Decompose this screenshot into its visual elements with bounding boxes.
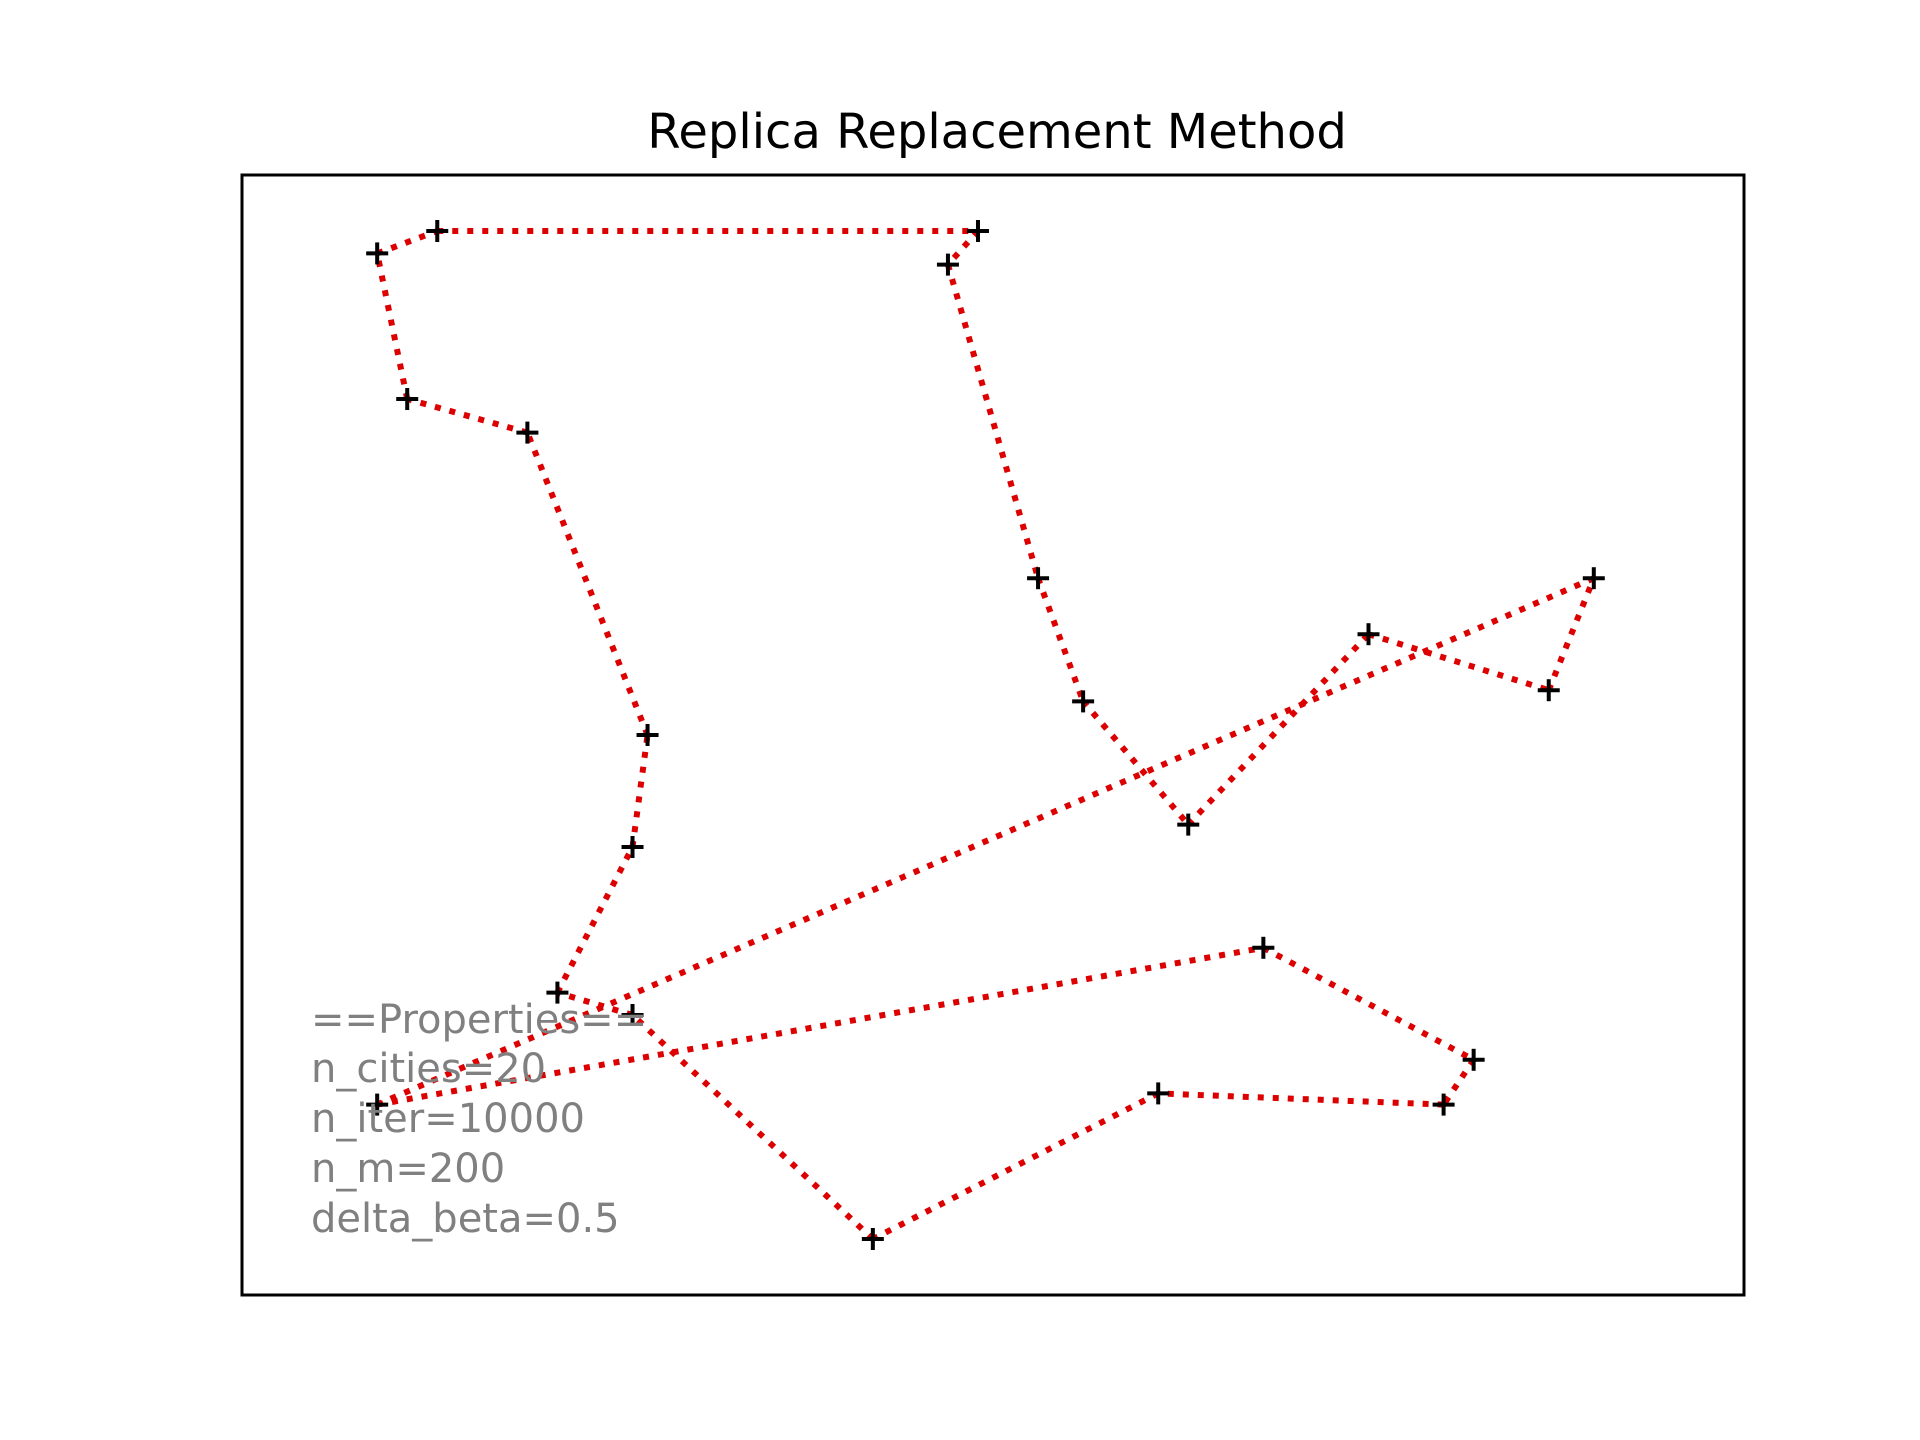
city-marker bbox=[1072, 690, 1095, 713]
tour-segment bbox=[1545, 577, 1597, 692]
tour-segment bbox=[1035, 577, 1086, 703]
tour-segment bbox=[556, 989, 634, 1018]
plot-area-frame bbox=[240, 173, 1746, 1297]
city-marker bbox=[426, 220, 449, 242]
tour-segment bbox=[554, 845, 636, 994]
tour-segment bbox=[406, 396, 529, 436]
city-marker bbox=[936, 253, 959, 276]
tour-path bbox=[374, 228, 1597, 1242]
city-marker bbox=[366, 242, 389, 265]
city-marker bbox=[1357, 623, 1380, 646]
tour-segment bbox=[630, 1012, 875, 1242]
tour-segment bbox=[629, 734, 651, 848]
tour-segment bbox=[1367, 631, 1550, 694]
property-n-iter: n_iter=10000 bbox=[311, 1096, 585, 1142]
city-marker bbox=[1177, 813, 1200, 836]
tour-segment bbox=[1080, 699, 1191, 827]
city-markers bbox=[366, 220, 1605, 1250]
properties-header: ==Properties== bbox=[311, 997, 647, 1043]
city-marker bbox=[1432, 1093, 1455, 1116]
city-marker bbox=[966, 220, 989, 242]
city-marker bbox=[546, 981, 569, 1004]
city-marker bbox=[1582, 567, 1605, 590]
city-marker bbox=[861, 1228, 884, 1250]
city-marker bbox=[1027, 567, 1050, 590]
city-marker bbox=[1252, 936, 1275, 959]
city-marker bbox=[621, 836, 644, 858]
property-delta-beta: delta_beta=0.5 bbox=[311, 1196, 620, 1242]
city-marker bbox=[636, 724, 659, 746]
chart-title: Replica Replacement Method bbox=[647, 104, 1347, 160]
tour-segment bbox=[524, 431, 651, 737]
city-marker bbox=[621, 1004, 644, 1026]
city-marker bbox=[366, 1093, 389, 1116]
tour-segment bbox=[1158, 1090, 1444, 1108]
city-marker bbox=[1147, 1082, 1170, 1105]
tour-segment bbox=[374, 252, 411, 400]
city-marker bbox=[396, 388, 419, 410]
city-marker bbox=[516, 421, 539, 444]
tour-segment bbox=[375, 575, 1595, 1108]
tour-segment bbox=[1261, 945, 1476, 1063]
properties-annotation: ==Properties== n_cities=20 n_iter=10000 … bbox=[311, 997, 647, 1242]
property-n-cities: n_cities=20 bbox=[311, 1046, 546, 1092]
city-marker bbox=[1462, 1048, 1485, 1071]
property-n-m: n_m=200 bbox=[311, 1146, 505, 1192]
tour-segment bbox=[376, 228, 439, 257]
tour-segment bbox=[945, 263, 1041, 580]
city-marker bbox=[1537, 679, 1560, 702]
